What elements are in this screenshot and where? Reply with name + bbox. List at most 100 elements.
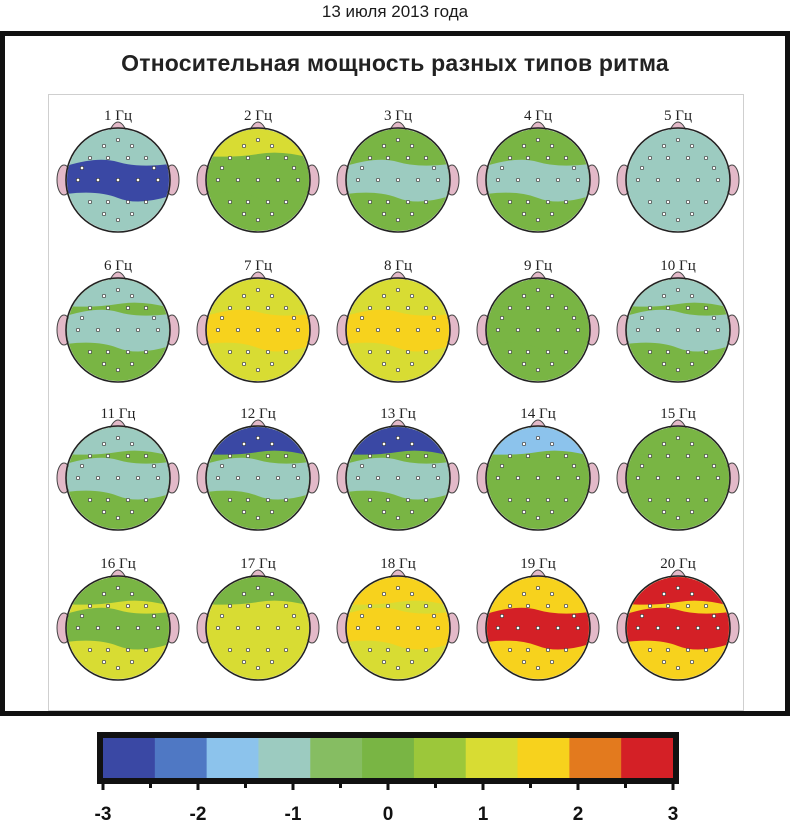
electrode-dot: [269, 659, 275, 665]
electrode-dot: [105, 199, 111, 205]
electrode-dot: [101, 441, 107, 447]
electrode-dot: [395, 217, 401, 223]
electrode-dot: [87, 305, 93, 311]
electrode-dot: [255, 625, 261, 631]
electrode-dot: [95, 177, 101, 183]
electrode-dot: [265, 199, 271, 205]
electrode-dot: [507, 603, 513, 609]
electrode-dot: [367, 349, 373, 355]
electrode-dot: [549, 441, 555, 447]
electrode-dot: [689, 211, 695, 217]
electrode-dot: [385, 497, 391, 503]
electrode-dot: [689, 143, 695, 149]
electrode-dot: [555, 177, 561, 183]
electrode-dot: [639, 315, 645, 321]
electrode-dot: [255, 585, 261, 591]
electrode-dot: [535, 327, 541, 333]
electrode-dot: [115, 367, 121, 373]
electrode-dot: [219, 613, 225, 619]
electrode-dot: [703, 497, 709, 503]
electrode-dot: [535, 435, 541, 441]
electrode-dot: [675, 137, 681, 143]
frequency-label: 8 Гц: [384, 258, 412, 274]
electrode-dot: [105, 349, 111, 355]
electrode-dot: [115, 287, 121, 293]
topomap: 16 Гц: [56, 556, 180, 681]
electrode-dot: [665, 647, 671, 653]
frequency-label: 1 Гц: [104, 108, 132, 124]
electrode-dot: [563, 349, 569, 355]
electrode-dot: [367, 199, 373, 205]
topomap: 17 Гц: [196, 556, 320, 681]
electrode-dot: [655, 625, 661, 631]
electrode-dot: [101, 211, 107, 217]
scale-swatch: [154, 738, 208, 778]
electrode-dot: [661, 361, 667, 367]
electrode-dot: [405, 647, 411, 653]
electrode-dot: [715, 177, 721, 183]
electrode-dot: [265, 349, 271, 355]
electrode-dot: [499, 613, 505, 619]
scale-tick-label: -2: [190, 804, 207, 824]
electrode-dot: [227, 453, 233, 459]
electrode-dot: [545, 603, 551, 609]
electrode-dot: [265, 497, 271, 503]
electrode-dot: [395, 665, 401, 671]
electrode-dot: [291, 613, 297, 619]
electrode-dot: [415, 625, 421, 631]
electrode-dot: [711, 463, 717, 469]
electrode-dot: [79, 315, 85, 321]
electrode-dot: [227, 199, 233, 205]
electrode-dot: [241, 591, 247, 597]
scale-swatch: [569, 738, 622, 778]
electrode-dot: [665, 155, 671, 161]
topomap: 1 Гц: [56, 108, 180, 233]
electrode-dot: [227, 603, 233, 609]
electrode-dot: [245, 305, 251, 311]
electrode-dot: [695, 177, 701, 183]
electrode-dot: [255, 515, 261, 521]
topomap: 13 Гц: [336, 406, 460, 531]
electrode-dot: [215, 475, 221, 481]
electrode-dot: [151, 613, 157, 619]
electrode-dot: [381, 361, 387, 367]
electrode-dot: [87, 497, 93, 503]
electrode-dot: [405, 497, 411, 503]
electrode-dot: [507, 497, 513, 503]
topomap: 9 Гц: [476, 258, 600, 383]
electrode-dot: [255, 137, 261, 143]
electrode-dot: [695, 625, 701, 631]
electrode-dot: [75, 625, 81, 631]
electrode-dot: [375, 177, 381, 183]
electrode-dot: [495, 177, 501, 183]
head-outline: [485, 277, 591, 383]
electrode-dot: [435, 475, 441, 481]
electrode-dot: [563, 199, 569, 205]
scale-swatch: [103, 738, 156, 778]
electrode-dot: [75, 177, 81, 183]
electrode-dot: [665, 603, 671, 609]
electrode-dot: [563, 497, 569, 503]
electrode-dot: [647, 199, 653, 205]
frequency-label: 18 Гц: [380, 556, 415, 572]
electrode-dot: [535, 137, 541, 143]
electrode-dot: [227, 349, 233, 355]
topomap: 2 Гц: [196, 108, 320, 233]
electrode-dot: [355, 475, 361, 481]
electrode-dot: [685, 603, 691, 609]
electrode-dot: [381, 509, 387, 515]
head-outline: [205, 277, 311, 383]
electrode-dot: [269, 591, 275, 597]
electrode-dot: [685, 199, 691, 205]
electrode-dot: [515, 625, 521, 631]
electrode-dot: [275, 177, 281, 183]
electrode-dot: [535, 367, 541, 373]
electrode-dot: [79, 613, 85, 619]
electrode-dot: [125, 647, 131, 653]
head-outline: [345, 425, 451, 531]
electrode-dot: [521, 441, 527, 447]
electrode-dot: [219, 463, 225, 469]
electrode-dot: [661, 591, 667, 597]
electrode-dot: [87, 349, 93, 355]
